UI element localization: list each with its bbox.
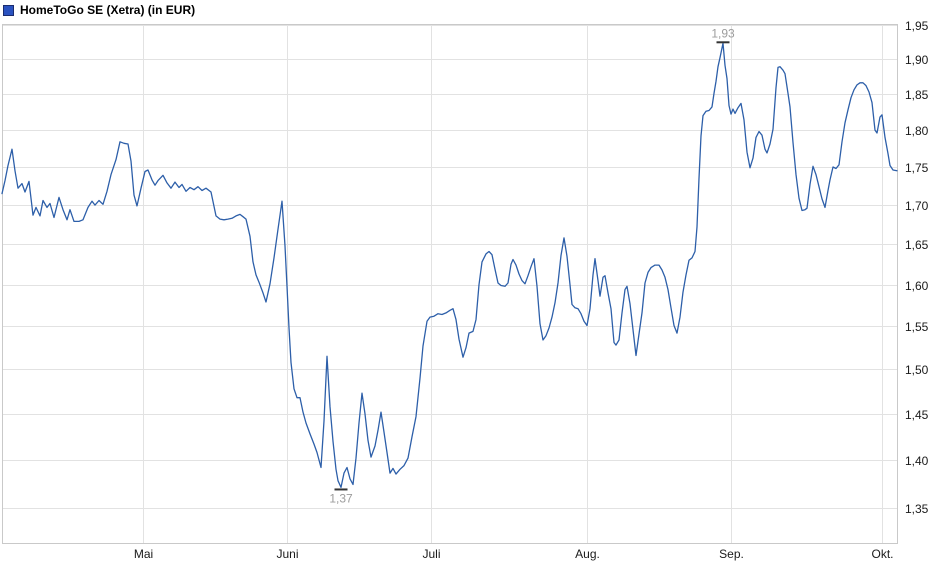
y-axis-label: 1,35 [905,502,929,516]
low-label: 1,37 [329,491,353,505]
y-axis-label: 1,90 [905,53,929,67]
series-color-swatch [3,4,14,16]
x-axis-label: Juni [276,547,298,561]
y-axis-label: 1,65 [905,238,929,252]
x-axis-label: Mai [134,547,153,561]
plot-border [2,24,898,544]
y-axis-label: 1,70 [905,199,929,213]
x-axis-label: Sep. [719,547,744,561]
high-label: 1,93 [711,26,735,40]
x-axis-label: Okt. [871,547,893,561]
y-axis-label: 1,75 [905,161,929,175]
y-axis-label: 1,95 [905,19,929,33]
x-axis-label: Juli [422,547,440,561]
y-axis-label: 1,40 [905,454,929,468]
chart-legend: HomeToGo SE (Xetra) (in EUR) [3,3,195,17]
y-axis-label: 1,50 [905,363,929,377]
price-line [1,42,898,489]
y-axis-label: 1,45 [905,408,929,422]
y-axis-label: 1,55 [905,320,929,334]
x-axis-label: Aug. [575,547,600,561]
chart-title: HomeToGo SE (Xetra) (in EUR) [20,3,196,17]
y-axis-label: 1,60 [905,279,929,293]
y-axis-label: 1,80 [905,124,929,138]
y-axis-label: 1,85 [905,88,929,102]
